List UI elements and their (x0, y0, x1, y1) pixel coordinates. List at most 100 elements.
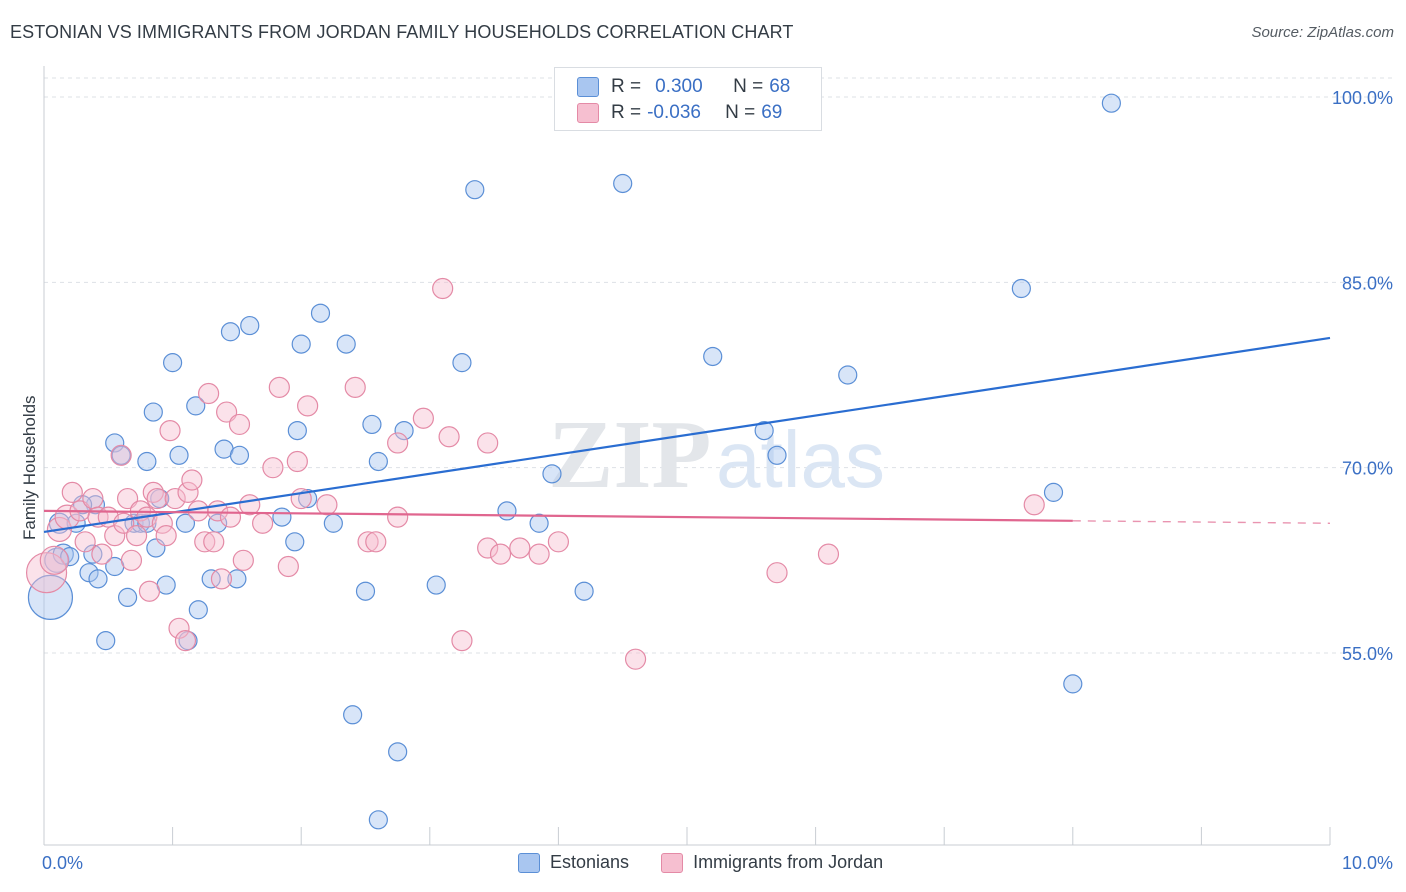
data-point (497, 501, 517, 521)
data-point (229, 445, 250, 465)
data-point (542, 464, 562, 484)
data-point (286, 450, 308, 473)
data-point (1063, 674, 1083, 694)
axes (43, 66, 1331, 846)
data-point (368, 451, 388, 472)
data-point (74, 531, 96, 553)
data-point (291, 334, 311, 354)
y-tick-label: 100.0% (1332, 88, 1393, 108)
data-point (323, 513, 343, 533)
data-point (438, 426, 460, 448)
bottom-legend-label: Estonians (550, 852, 630, 872)
data-point (142, 481, 164, 503)
data-point (240, 315, 260, 336)
data-point (272, 507, 292, 527)
data-point (387, 432, 409, 454)
estonians-points (27, 93, 1121, 830)
legend-n-label: N = (733, 76, 764, 97)
data-point (336, 334, 356, 354)
trend-line-jordan (43, 509, 1073, 522)
data-point (216, 401, 238, 423)
data-point (137, 451, 157, 472)
bottom-legend-label: Immigrants from Jordan (693, 852, 884, 872)
data-point (164, 487, 186, 510)
chart-title: ESTONIAN VS IMMIGRANTS FROM JORDAN FAMIL… (10, 22, 794, 42)
legend-row-jordan: R = -0.036 N = 69 (577, 100, 782, 126)
data-point (181, 469, 203, 491)
data-point (412, 407, 434, 429)
data-point (61, 481, 83, 503)
data-point (186, 396, 206, 416)
data-point (203, 531, 225, 553)
legend-r-label: R = (611, 102, 642, 123)
data-point (394, 421, 414, 441)
data-point (344, 376, 366, 398)
data-point (310, 303, 331, 323)
y-tick-label: 70.0% (1342, 459, 1393, 479)
data-point (91, 543, 113, 565)
y-tick-label: 85.0% (1342, 273, 1393, 293)
data-point (96, 631, 116, 651)
stats-legend: R = 0.300 N = 68 R = -0.036 N = 69 (554, 67, 822, 131)
data-point (116, 487, 139, 510)
data-point (297, 395, 319, 417)
data-point (111, 445, 131, 465)
data-point (159, 420, 181, 442)
data-point (277, 555, 299, 578)
legend-r-value: -0.036 (647, 102, 701, 123)
data-point (432, 277, 454, 300)
data-point (528, 543, 550, 565)
data-point (1023, 494, 1045, 516)
data-point (767, 445, 787, 465)
data-point (227, 569, 247, 589)
data-point (252, 512, 274, 534)
data-point (368, 810, 388, 830)
watermark-atlas: atlas (716, 415, 885, 504)
data-point (451, 630, 473, 652)
data-point (838, 365, 858, 385)
data-point (88, 569, 108, 589)
data-point (150, 488, 170, 509)
data-point (574, 581, 594, 601)
data-point (188, 600, 208, 620)
data-point (82, 487, 104, 510)
data-point (143, 402, 163, 422)
trend-line-jordan-extension (1072, 520, 1331, 524)
data-point (509, 537, 531, 559)
bottom-legend-estonians[interactable]: Estonians (518, 852, 629, 873)
data-point (262, 457, 284, 479)
data-point (477, 432, 499, 454)
data-point (194, 531, 216, 553)
data-point (547, 531, 570, 553)
legend-n-value: 69 (761, 102, 783, 123)
data-point (104, 525, 126, 547)
x-tick-label-max: 10.0% (1342, 853, 1393, 873)
bottom-legend-jordan[interactable]: Immigrants from Jordan (661, 852, 883, 873)
legend-swatch-blue (577, 77, 599, 97)
data-point (125, 525, 148, 547)
data-point (613, 173, 633, 194)
legend-swatch-blue (518, 852, 540, 873)
data-point (465, 180, 485, 200)
trend-line-estonians (43, 336, 1331, 534)
legend-swatch-pink (661, 852, 684, 873)
legend-r-label: R = (611, 76, 642, 97)
data-point (117, 587, 138, 608)
legend-r-value: 0.300 (655, 76, 703, 97)
data-point (357, 531, 379, 553)
data-point (198, 382, 220, 405)
data-point (298, 488, 318, 509)
data-point (817, 543, 840, 565)
data-point (754, 421, 774, 441)
data-point (624, 648, 647, 670)
data-point (766, 562, 788, 584)
data-point (365, 531, 387, 553)
data-point (1011, 278, 1031, 299)
data-point (220, 322, 241, 342)
data-point (163, 353, 183, 373)
bottom-legend: Estonians Immigrants from Jordan (518, 852, 915, 873)
data-point (452, 353, 472, 373)
watermark-zip: ZIP (548, 401, 711, 509)
data-point (1101, 93, 1121, 113)
